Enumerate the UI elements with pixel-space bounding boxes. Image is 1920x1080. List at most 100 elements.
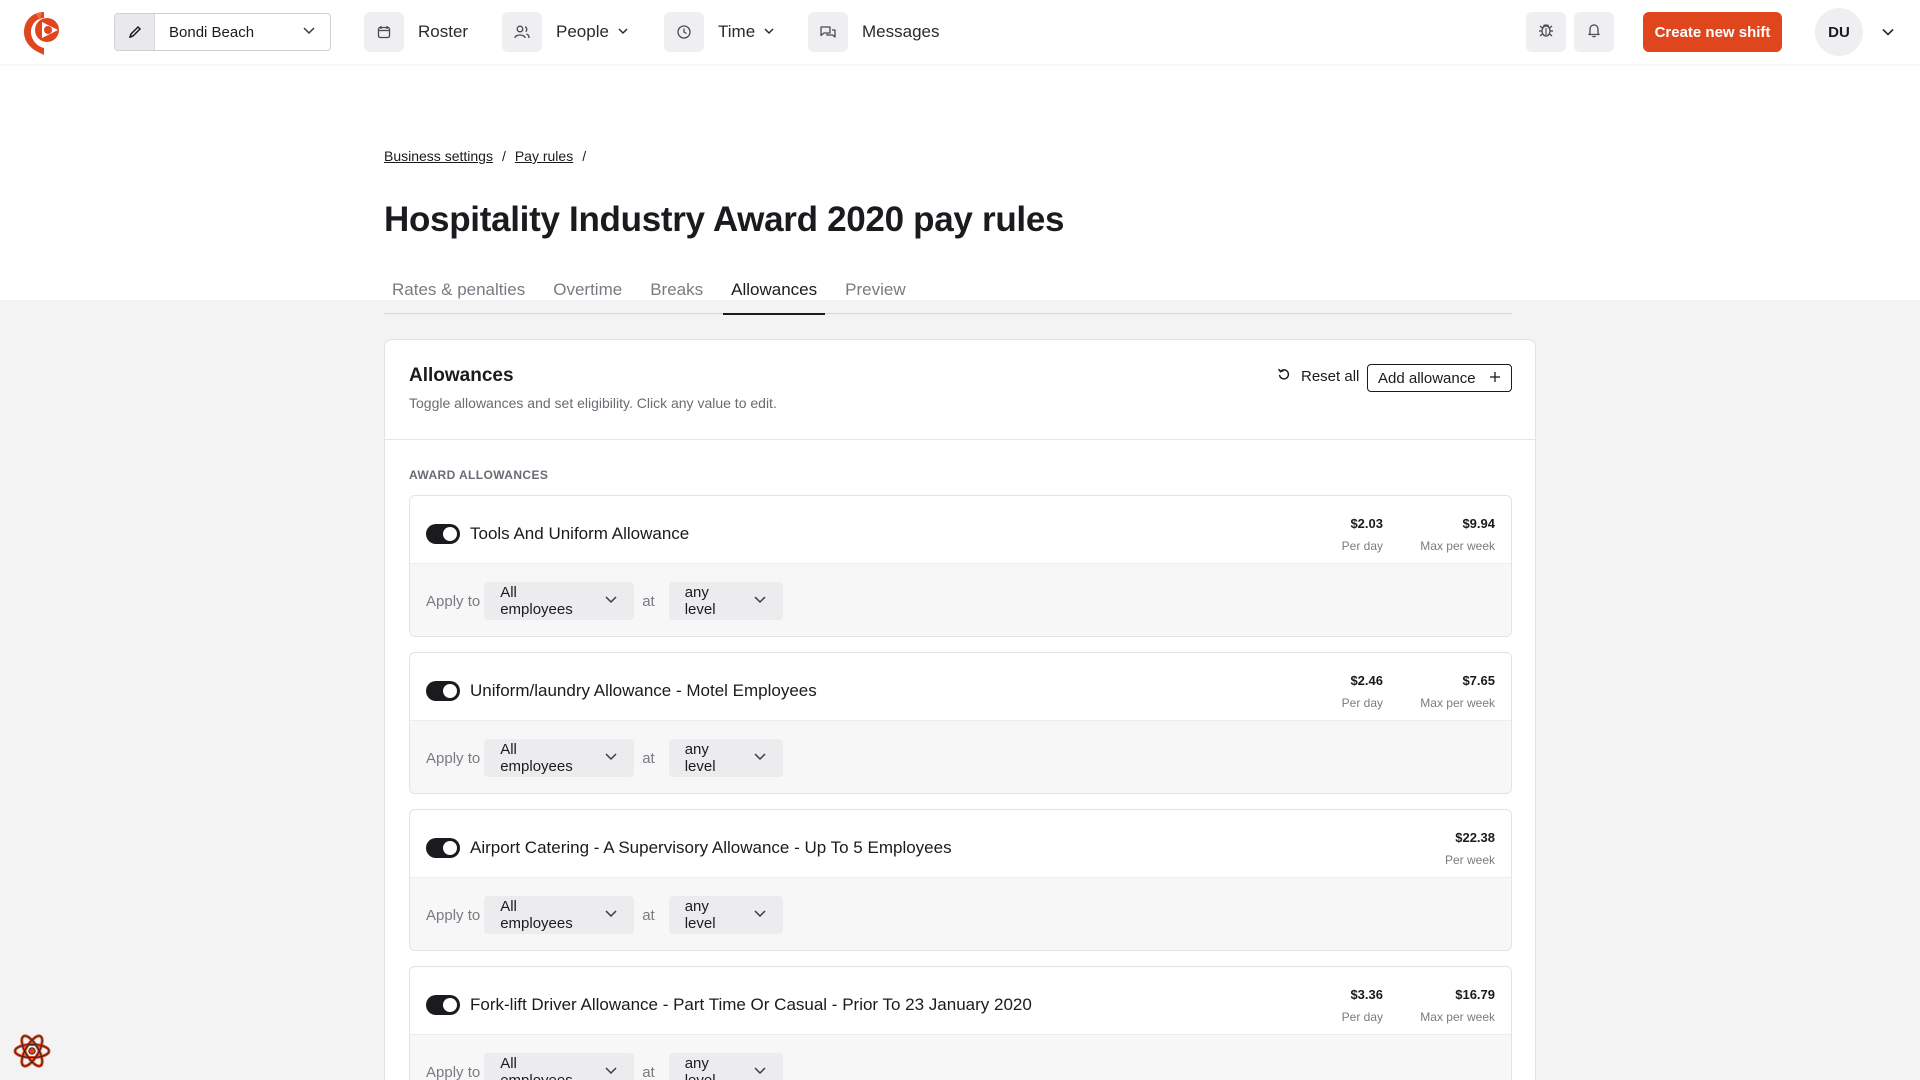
level-select[interactable]: any level	[668, 739, 783, 777]
allowance-name: Uniform/laundry Allowance - Motel Employ…	[470, 681, 817, 700]
top-navigation: Bondi Beach Roster People Time Messag	[0, 0, 1920, 64]
undo-icon	[1277, 367, 1291, 385]
employees-value: All employees	[500, 1055, 573, 1080]
react-devtools-atom-icon[interactable]	[12, 1031, 52, 1071]
employees-select[interactable]: All employees	[484, 739, 635, 777]
employees-select[interactable]: All employees	[484, 582, 635, 620]
nav-people-label: People	[556, 22, 609, 41]
breadcrumb-pay-rules[interactable]: Pay rules	[514, 148, 574, 164]
apply-to-label: Apply to	[426, 906, 481, 924]
unit: Per day	[1341, 1010, 1383, 1024]
breadcrumb: Business settings / Pay rules /	[384, 148, 586, 164]
amount: $3.36	[1350, 987, 1383, 1002]
employees-select[interactable]: All employees	[484, 1053, 635, 1080]
amount: $9.94	[1462, 516, 1495, 531]
chevron-down-icon	[302, 23, 316, 42]
tab-breaks[interactable]: Breaks	[650, 280, 704, 299]
at-label: at	[642, 1063, 655, 1080]
chevron-down-icon[interactable]	[1880, 24, 1896, 45]
apply-to-label: Apply to	[426, 749, 481, 767]
nav-messages[interactable]: Messages	[808, 12, 939, 52]
level-value: any level	[684, 1055, 716, 1080]
allowance-toggle[interactable]	[426, 995, 460, 1015]
allowances-card: Allowances Toggle allowances and set eli…	[384, 339, 1536, 1080]
calendar-icon	[364, 12, 404, 52]
create-new-shift-button[interactable]: Create new shift	[1643, 12, 1782, 52]
nav-messages-label: Messages	[862, 22, 940, 41]
max-per-week-value[interactable]: $16.79 Max per week	[1420, 987, 1495, 1024]
level-value: any level	[684, 898, 716, 932]
allowance-toggle[interactable]	[426, 838, 460, 858]
chevron-down-icon	[604, 906, 618, 924]
nav-time[interactable]: Time	[664, 12, 775, 52]
unit: Per day	[1341, 696, 1383, 710]
amount: $16.79	[1455, 987, 1495, 1002]
employees-select[interactable]: All employees	[484, 896, 635, 934]
plus-icon	[1489, 370, 1501, 387]
app-logo-icon[interactable]	[22, 8, 66, 56]
allowance-row: Airport Catering - A Supervisory Allowan…	[409, 809, 1512, 951]
chevron-down-icon	[604, 1063, 618, 1080]
allowance-row: Tools And Uniform Allowance $2.03 Per da…	[409, 495, 1512, 637]
tab-allowances[interactable]: Allowances	[723, 276, 826, 315]
tab-rates-penalties[interactable]: Rates & penalties	[392, 280, 526, 299]
amount: $2.46	[1350, 673, 1383, 688]
reset-all-button[interactable]: Reset all	[1277, 367, 1359, 385]
nav-roster[interactable]: Roster	[364, 12, 468, 52]
reset-all-label: Reset all	[1301, 367, 1360, 385]
amount: $2.03	[1350, 516, 1383, 531]
employees-value: All employees	[500, 584, 573, 618]
per-week-value[interactable]: $22.38 Per week	[1445, 830, 1495, 867]
card-header: Allowances Toggle allowances and set eli…	[385, 340, 1535, 440]
allowance-toggle[interactable]	[426, 681, 460, 701]
add-allowance-button[interactable]: Add allowance	[1367, 364, 1512, 392]
max-per-week-value[interactable]: $9.94 Max per week	[1420, 516, 1495, 553]
allowance-name: Airport Catering - A Supervisory Allowan…	[470, 838, 952, 857]
avatar[interactable]: DU	[1815, 8, 1863, 56]
at-label: at	[642, 906, 655, 924]
chevron-down-icon	[753, 906, 767, 924]
at-label: at	[642, 592, 655, 610]
per-day-value[interactable]: $2.46 Per day	[1342, 673, 1383, 710]
chevron-down-icon	[617, 22, 629, 42]
chevron-down-icon	[763, 22, 775, 42]
allowance-toggle[interactable]	[426, 524, 460, 544]
bug-report-button[interactable]	[1526, 12, 1566, 52]
chevron-down-icon	[604, 749, 618, 767]
tab-bar: Rates & penalties Overtime Breaks Allowa…	[384, 276, 1512, 315]
tab-overtime[interactable]: Overtime	[553, 280, 623, 299]
employees-value: All employees	[500, 741, 573, 775]
unit: Per week	[1444, 853, 1495, 867]
unit: Per day	[1341, 539, 1383, 553]
clock-icon	[664, 12, 704, 52]
chevron-down-icon	[753, 749, 767, 767]
pencil-icon[interactable]	[115, 14, 155, 50]
location-select[interactable]: Bondi Beach	[114, 13, 331, 51]
nav-time-label: Time	[718, 22, 756, 41]
level-value: any level	[684, 584, 716, 618]
amount: $7.65	[1462, 673, 1495, 688]
tab-preview[interactable]: Preview	[845, 280, 906, 299]
nav-people[interactable]: People	[502, 12, 629, 52]
breadcrumb-business-settings[interactable]: Business settings	[384, 148, 493, 164]
per-day-value[interactable]: $3.36 Per day	[1342, 987, 1383, 1024]
chevron-down-icon	[753, 592, 767, 610]
page-title: Hospitality Industry Award 2020 pay rule…	[384, 200, 1065, 239]
employees-value: All employees	[500, 898, 573, 932]
notifications-button[interactable]	[1574, 12, 1614, 52]
breadcrumb-separator: /	[582, 148, 587, 164]
unit: Max per week	[1420, 696, 1495, 710]
card-subtitle: Toggle allowances and set eligibility. C…	[409, 395, 777, 411]
amount: $22.38	[1455, 830, 1495, 845]
chevron-down-icon	[753, 1063, 767, 1080]
card-title: Allowances	[409, 365, 514, 386]
bell-icon	[1586, 22, 1602, 43]
chevron-down-icon	[604, 592, 618, 610]
level-select[interactable]: any level	[668, 896, 783, 934]
level-select[interactable]: any level	[668, 582, 783, 620]
per-day-value[interactable]: $2.03 Per day	[1342, 516, 1383, 553]
max-per-week-value[interactable]: $7.65 Max per week	[1420, 673, 1495, 710]
unit: Max per week	[1420, 539, 1495, 553]
level-select[interactable]: any level	[668, 1053, 783, 1080]
allowance-row: Fork-lift Driver Allowance - Part Time O…	[409, 966, 1512, 1080]
